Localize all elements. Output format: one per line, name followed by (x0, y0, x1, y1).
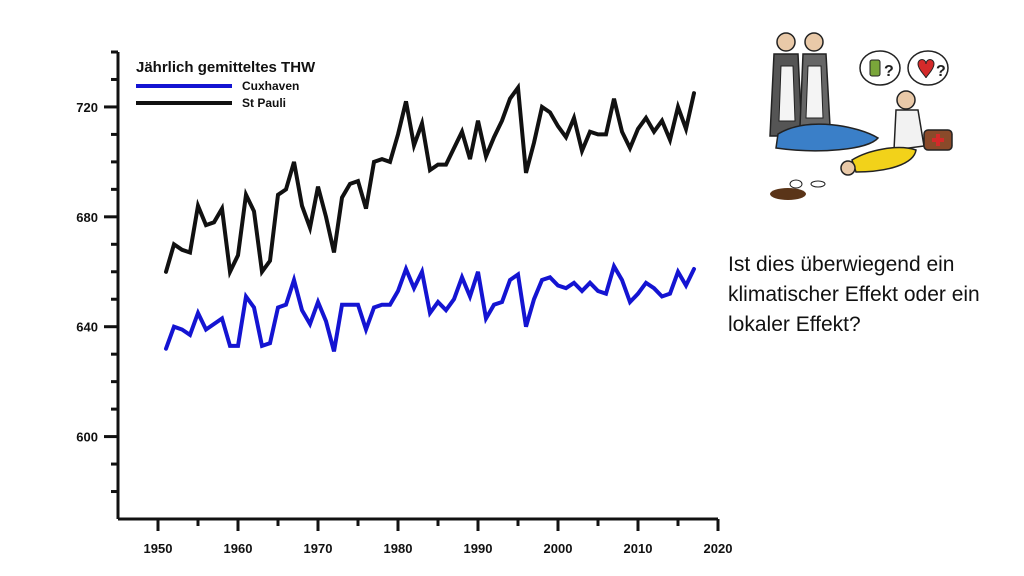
x-tick-label: 1950 (144, 541, 173, 556)
broken-heart-icon (917, 59, 935, 79)
bottle-icon (869, 59, 881, 77)
speech-bubbles: ? ? (859, 50, 949, 86)
question-text: Ist dies überwiegend ein klimatischer Ef… (728, 253, 980, 336)
x-tick-label: 2020 (704, 541, 733, 556)
series-line-st-pauli (164, 82, 696, 279)
x-tick-label: 2010 (624, 541, 653, 556)
bubble-question-mark-1: ? (884, 63, 894, 80)
y-ticks: 600 640 680 720 (76, 50, 118, 494)
y-tick-label: 640 (76, 320, 98, 335)
x-tick-label: 1960 (224, 541, 253, 556)
x-ticks: 1950 1960 1970 1980 1990 2000 2010 2020 (144, 519, 733, 556)
x-tick-label: 1980 (384, 541, 413, 556)
y-tick-label: 680 (76, 210, 98, 225)
cartoon-illustration: ? ? (769, 32, 953, 200)
legend-label-cuxhaven: Cuxhaven (242, 79, 299, 93)
lying-figures (775, 123, 917, 176)
bubble-question-mark-2: ? (936, 63, 946, 80)
x-tick-label: 1970 (304, 541, 333, 556)
nurse-figures (769, 32, 831, 137)
x-tick-label: 1990 (464, 541, 493, 556)
y-tick-label: 720 (76, 100, 98, 115)
chart-title: Jährlich gemitteltes THW (136, 59, 316, 76)
legend: Jährlich gemitteltes THW Cuxhaven St Pau… (136, 59, 316, 110)
spilled-cup (770, 179, 826, 200)
series-layer (164, 82, 696, 352)
x-tick-label: 2000 (544, 541, 573, 556)
y-tick-label: 600 (76, 430, 98, 445)
legend-label-st-pauli: St Pauli (242, 96, 286, 110)
doctor-figure (893, 90, 953, 151)
series-line-cuxhaven (164, 261, 696, 352)
axes: 600 640 680 720 1950 1960 1970 1980 1990 2000 201… (76, 50, 733, 556)
